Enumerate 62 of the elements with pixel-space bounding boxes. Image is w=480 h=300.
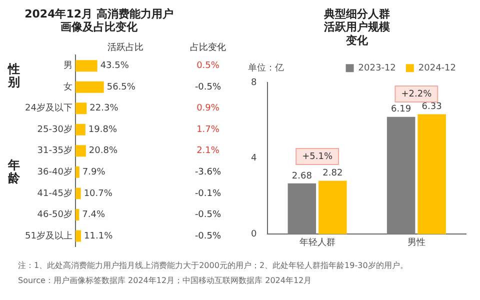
annotation: +2.2%	[401, 89, 432, 100]
bar	[386, 116, 416, 234]
x-tick-label: 年轻人群	[299, 236, 336, 248]
y-tick-label: 46-50岁	[37, 209, 72, 220]
y-tick-label: 41-45岁	[37, 188, 72, 199]
text: 0.5%	[196, 61, 220, 72]
bar	[75, 208, 80, 220]
data-label: 11.1%	[84, 231, 114, 242]
data-label: 43.5%	[100, 61, 130, 72]
y-tick-label: 25-30岁	[37, 124, 72, 135]
bar	[75, 188, 81, 200]
y-tick-label: 8	[250, 78, 257, 88]
text: -0.5%	[194, 231, 222, 242]
bar	[75, 230, 82, 242]
data-label: 2.68	[292, 171, 312, 182]
text: 注：1、此处高消费能力用户指月线上消费能力大于2000元的用户；2、此处年轻人群指年龄19-30岁的用户。	[18, 260, 409, 272]
legend-label: 2023-12	[358, 63, 396, 74]
data-label: 10.7%	[84, 188, 113, 199]
y-tick-label: 36-40岁	[37, 166, 72, 178]
bar	[75, 102, 87, 114]
text: 1.7%	[196, 124, 220, 135]
bar	[318, 180, 347, 234]
chart-title: 典型细分人群活跃用户规模变化	[323, 7, 391, 47]
text: -0.1%	[194, 188, 222, 199]
legend-label: 2024-12	[418, 63, 456, 74]
data-label: 22.3%	[90, 104, 119, 114]
bar	[75, 145, 86, 157]
y-tick-label: 51岁及以上	[25, 230, 72, 242]
data-label: 6.19	[391, 104, 412, 115]
bar	[75, 60, 98, 72]
text: 0.9%	[196, 104, 220, 114]
data-label: 7.4%	[82, 210, 106, 220]
y-tick-label: 31-35岁	[37, 145, 72, 156]
text: -0.5%	[194, 82, 222, 92]
annotation: +5.1%	[302, 152, 333, 162]
bar	[418, 114, 446, 234]
text: 年龄	[7, 158, 21, 185]
x-axis-title: 活跃占比	[108, 42, 144, 54]
data-label: 7.9%	[82, 168, 106, 178]
bar	[75, 124, 86, 136]
bar	[75, 166, 80, 178]
text: -0.5%	[194, 210, 222, 220]
y-tick-label: 4	[250, 154, 257, 164]
y-axis-title: 单位：亿	[248, 62, 284, 74]
data-label: 56.5%	[106, 82, 136, 92]
y-tick-label: 女	[63, 81, 72, 92]
text: 2.1%	[196, 146, 220, 156]
data-label: 6.33	[422, 102, 442, 112]
y-tick-label: 男	[63, 60, 72, 72]
data-label: 2.82	[322, 168, 343, 179]
text: 性别	[7, 62, 20, 90]
data-label: 20.8%	[88, 146, 118, 156]
data-label: 19.8%	[88, 124, 118, 135]
x-tick-label: 男性	[407, 236, 426, 248]
bar	[75, 81, 104, 93]
bar	[288, 183, 316, 234]
source-note: Source：用户画像标签数据库 2024年12月；中国移动互联网数据库 2024年12月	[18, 275, 313, 287]
y-tick-label: 0	[250, 230, 257, 240]
text: -3.6%	[194, 168, 222, 178]
text: 占比变化	[190, 42, 226, 54]
chart-title: 2024年12月 高消费能力用户画像及占比变化	[24, 7, 174, 34]
y-tick-label: 24岁及以下	[25, 102, 72, 114]
